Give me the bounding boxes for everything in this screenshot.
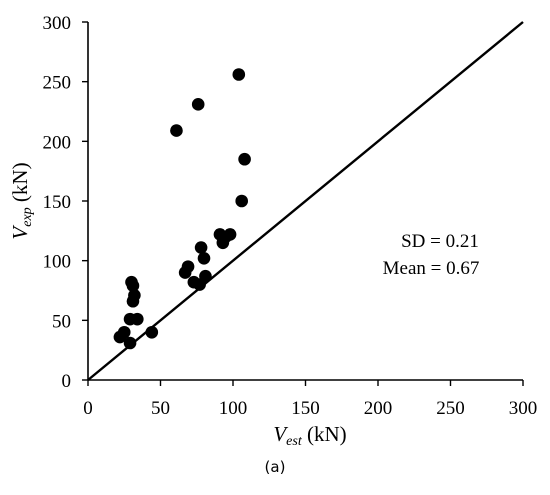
data-point <box>197 251 211 265</box>
figure-caption: (a) <box>264 458 286 476</box>
mean-annotation: Mean = 0.67 <box>383 258 480 279</box>
x-tick-label: 50 <box>151 398 170 419</box>
data-point <box>170 124 183 137</box>
data-point <box>235 194 248 208</box>
x-tick-label: 100 <box>219 398 248 419</box>
y-tick-label: 100 <box>43 252 72 273</box>
data-point <box>232 68 246 81</box>
data-point <box>123 336 137 350</box>
data-point <box>238 152 251 166</box>
data-point <box>223 228 237 241</box>
y-tick-label: 300 <box>43 13 72 34</box>
data-point <box>199 269 212 283</box>
data-point <box>128 288 141 302</box>
y-tick-label: 250 <box>43 73 72 94</box>
data-point <box>131 312 144 326</box>
x-tick-label: 300 <box>509 398 538 419</box>
y-axis-title: Vexp (kN) <box>8 162 35 239</box>
x-tick-label: 150 <box>291 398 320 419</box>
data-point <box>181 260 195 273</box>
y-tick-label: 50 <box>52 311 71 332</box>
data-point <box>126 279 140 293</box>
x-axis-title: Vest (kN) <box>273 422 346 449</box>
y-tick-label: 200 <box>43 132 72 153</box>
data-point <box>145 325 159 339</box>
data-point <box>117 325 131 339</box>
data-point <box>194 241 208 254</box>
y-tick-label: 0 <box>62 371 72 392</box>
sd-annotation: SD = 0.21 <box>401 231 479 252</box>
y-tick-label: 150 <box>43 192 72 213</box>
x-tick-label: 200 <box>364 398 393 419</box>
x-tick-label: 250 <box>436 398 465 419</box>
x-tick-label: 0 <box>83 398 93 419</box>
equality-line <box>87 21 524 381</box>
data-point <box>191 98 205 111</box>
